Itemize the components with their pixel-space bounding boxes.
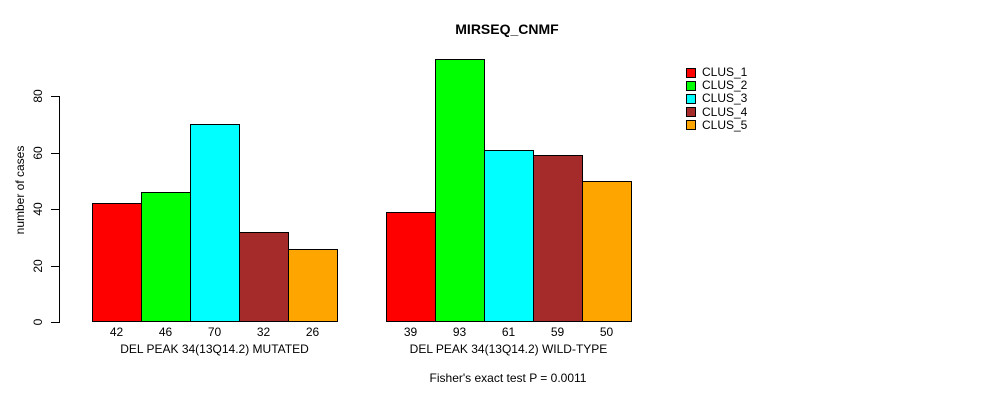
legend-swatch: [686, 67, 696, 78]
bar-group1-clus_2: [141, 192, 191, 322]
bar-value-label: 93: [452, 325, 467, 339]
legend-label: CLUS_3: [702, 91, 748, 106]
y-axis-label: number of cases: [13, 145, 27, 235]
chart-title: MIRSEQ_CNMF: [455, 21, 559, 37]
y-axis-tick: [51, 209, 59, 210]
x-axis-group-label: DEL PEAK 34(13Q14.2) WILD-TYPE: [409, 342, 608, 356]
bar-group2-clus_2: [435, 59, 485, 322]
legend-item: CLUS_5: [686, 117, 748, 132]
x-axis-group-label: DEL PEAK 34(13Q14.2) MUTATED: [120, 342, 309, 356]
legend-label: CLUS_4: [702, 104, 748, 119]
bar-group2-clus_5: [582, 181, 632, 322]
bar-value-label: 26: [305, 325, 320, 339]
bar-value-label: 46: [158, 325, 173, 339]
legend-label: CLUS_1: [702, 65, 748, 80]
bar-value-label: 50: [599, 325, 614, 339]
y-axis-tick-label: 0: [31, 318, 45, 326]
bar-value-label: 32: [256, 325, 271, 339]
legend-item: CLUS_3: [686, 92, 747, 105]
bar-group2-clus_1: [386, 212, 436, 322]
bar-group2-clus_3: [484, 150, 534, 322]
legend-label: CLUS_2: [702, 78, 748, 93]
bar-value-label: 61: [501, 325, 516, 339]
bar-group1-clus_1: [92, 203, 142, 322]
legend: CLUS_1 CLUS_2 CLUS_3 CLUS_4 CLUS_5: [686, 66, 747, 132]
y-axis-tick: [51, 322, 59, 323]
y-axis-line: [59, 96, 60, 323]
y-axis-tick: [51, 265, 59, 267]
legend-swatch: [686, 120, 696, 131]
legend-item: CLUS_1: [686, 66, 747, 79]
bar-value-label: 39: [403, 325, 418, 339]
y-axis-tick: [51, 96, 59, 97]
legend-swatch: [686, 107, 696, 118]
bar-group1-clus_3: [190, 124, 240, 322]
y-axis-tick-label: 60: [31, 145, 45, 160]
y-axis-tick: [51, 152, 59, 154]
legend-label: CLUS_5: [702, 117, 748, 132]
annotation-fishers-test: Fisher's exact test P = 0.0011: [429, 371, 587, 385]
legend-item: CLUS_2: [686, 79, 747, 92]
bar-group2-clus_4: [533, 155, 583, 322]
y-axis-tick-label: 40: [31, 202, 45, 216]
bar-value-label: 70: [207, 325, 222, 339]
legend-swatch: [686, 93, 696, 104]
y-axis-tick-label: 20: [31, 258, 45, 273]
bar-group1-clus_4: [239, 232, 289, 322]
y-axis-tick-label: 80: [31, 89, 45, 103]
legend-item: CLUS_4: [686, 104, 748, 119]
bar-value-label: 42: [109, 325, 124, 339]
legend-swatch: [686, 80, 696, 91]
bar-group1-clus_5: [288, 249, 338, 322]
bar-value-label: 59: [550, 325, 565, 339]
